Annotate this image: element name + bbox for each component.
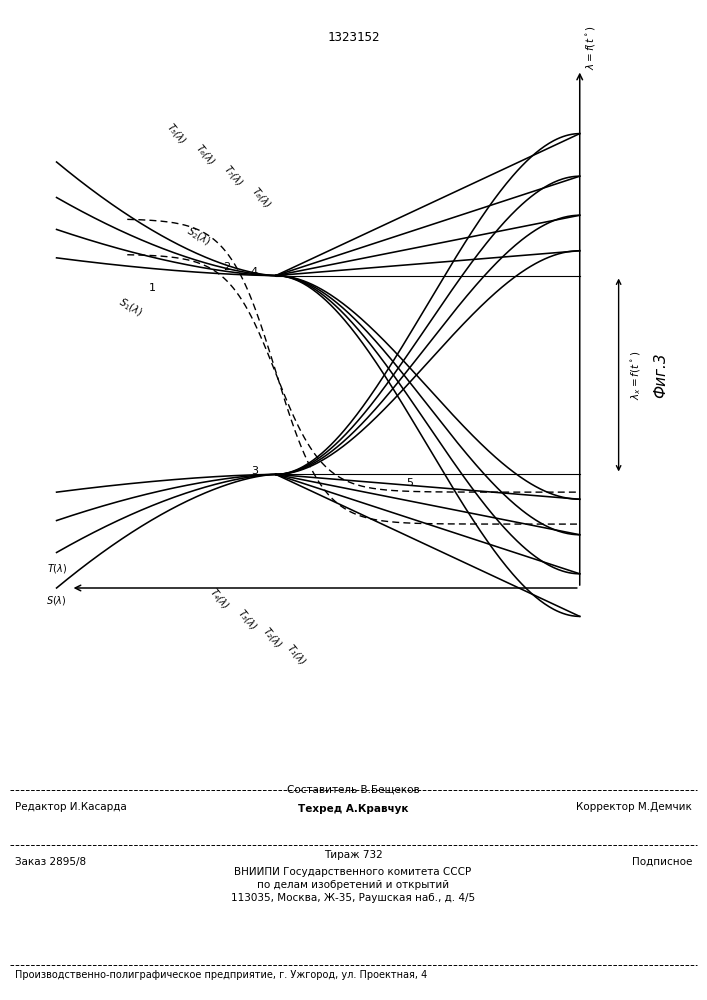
Text: $S_2(\lambda)$: $S_2(\lambda)$ <box>184 224 212 249</box>
Text: Техред А.Кравчук: Техред А.Кравчук <box>298 804 408 814</box>
Text: 5: 5 <box>407 478 414 488</box>
Text: T₅(λ): T₅(λ) <box>165 122 188 146</box>
Text: T₈(λ): T₈(λ) <box>250 185 273 210</box>
Text: $S(\lambda)$: $S(\lambda)$ <box>47 594 67 607</box>
Text: Тираж 732: Тираж 732 <box>324 850 382 860</box>
Text: T₃(λ): T₃(λ) <box>236 608 259 632</box>
Text: по делам изобретений и открытий: по делам изобретений и открытий <box>257 880 449 890</box>
Text: Корректор М.Демчик: Корректор М.Демчик <box>576 802 692 812</box>
Text: Составитель В.Бещеков: Составитель В.Бещеков <box>286 785 419 795</box>
Text: T₆(λ): T₆(λ) <box>194 143 216 167</box>
Text: 2: 2 <box>223 262 230 272</box>
Text: $T(\lambda)$: $T(\lambda)$ <box>47 562 67 575</box>
Text: ВНИИПИ Государственного комитета СССР: ВНИИПИ Государственного комитета СССР <box>235 867 472 877</box>
Text: $\lambda_x=f(t^\circ)$: $\lambda_x=f(t^\circ)$ <box>629 350 643 400</box>
Text: Заказ 2895/8: Заказ 2895/8 <box>15 857 86 867</box>
Text: 4: 4 <box>251 267 258 277</box>
Text: T₄(λ): T₄(λ) <box>208 587 230 611</box>
Text: 1: 1 <box>148 283 156 293</box>
Text: Производственно-полиграфическое предприятие, г. Ужгород, ул. Проектная, 4: Производственно-полиграфическое предприя… <box>15 970 427 980</box>
Text: T₇(λ): T₇(λ) <box>222 164 245 188</box>
Text: Подписное: Подписное <box>631 857 692 867</box>
Text: 113035, Москва, Ж-35, Раушская наб., д. 4/5: 113035, Москва, Ж-35, Раушская наб., д. … <box>231 893 475 903</box>
Text: T₁(λ): T₁(λ) <box>286 643 308 668</box>
Text: $S_1(\lambda)$: $S_1(\lambda)$ <box>117 295 145 320</box>
Text: $\lambda=f(t^\circ)$: $\lambda=f(t^\circ)$ <box>584 25 597 70</box>
Text: T₂(λ): T₂(λ) <box>261 626 284 650</box>
Text: 3: 3 <box>251 466 258 476</box>
Text: Редактор И.Касарда: Редактор И.Касарда <box>15 802 127 812</box>
Text: Фиг.3: Фиг.3 <box>653 352 669 398</box>
Text: 1323152: 1323152 <box>327 31 380 44</box>
